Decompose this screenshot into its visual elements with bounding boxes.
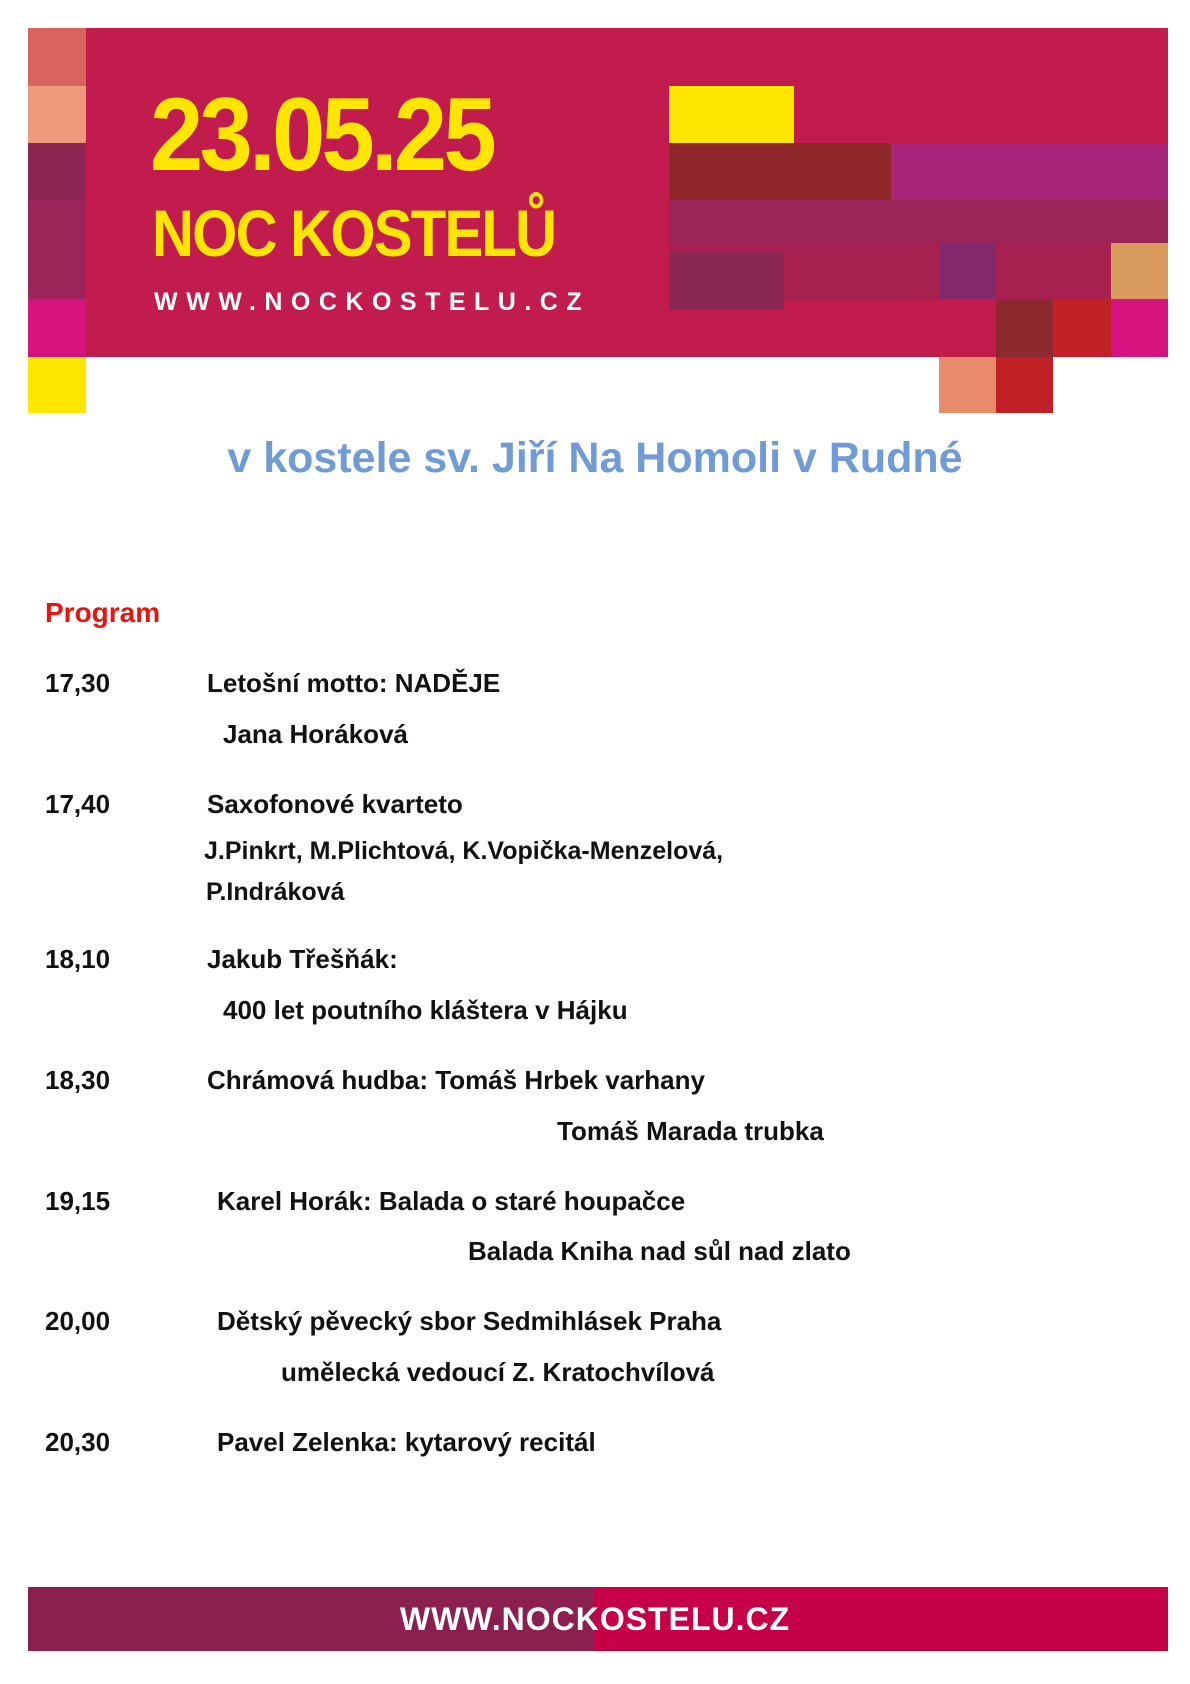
program-time: 17,40 bbox=[45, 789, 111, 819]
decor-block bbox=[669, 252, 784, 310]
decor-block bbox=[28, 28, 86, 86]
program-time: 18,30 bbox=[45, 1065, 111, 1095]
program-text: umělecká vedoucí Z. Kratochvílová bbox=[281, 1357, 715, 1387]
footer-right bbox=[594, 1587, 1168, 1651]
decor-block bbox=[669, 200, 1168, 243]
decor-block bbox=[939, 357, 996, 413]
program-text: Jana Horáková bbox=[223, 719, 408, 749]
decor-block bbox=[669, 143, 891, 200]
decor-block bbox=[891, 143, 1168, 200]
footer-left bbox=[28, 1587, 594, 1651]
program-time: 20,30 bbox=[45, 1427, 111, 1457]
decor-block bbox=[996, 299, 1053, 357]
program-text: Saxofonové kvarteto bbox=[207, 789, 463, 819]
program-time: 20,00 bbox=[45, 1306, 111, 1336]
program-text: 400 let poutního kláštera v Hájku bbox=[223, 995, 628, 1025]
program-text: Balada Kniha nad sůl nad zlato bbox=[468, 1236, 851, 1266]
program-text: Dětský pěvecký sbor Sedmihlásek Praha bbox=[217, 1306, 722, 1336]
decor-block bbox=[1111, 243, 1168, 299]
program-time: 18,10 bbox=[45, 944, 111, 974]
program-text: Jakub Třešňák: bbox=[207, 944, 398, 974]
program-heading: Program bbox=[45, 597, 161, 628]
decor-block bbox=[939, 243, 996, 299]
decor-block bbox=[996, 357, 1053, 413]
program-text: Karel Horák: Balada o staré houpačce bbox=[217, 1186, 686, 1216]
event-date: 23.05.25 bbox=[150, 77, 497, 193]
decor-block bbox=[28, 143, 86, 200]
program-text: Chrámová hudba: Tomáš Hrbek varhany bbox=[207, 1065, 705, 1095]
decor-block bbox=[28, 200, 86, 299]
decor-block bbox=[1111, 299, 1168, 357]
decor-block bbox=[28, 299, 86, 357]
program-time: 19,15 bbox=[45, 1186, 111, 1216]
event-title: NOC KOSTELŮ bbox=[152, 196, 557, 270]
program-text: Letošní motto: NADĚJE bbox=[207, 668, 501, 698]
decor-block bbox=[1053, 299, 1111, 357]
program-text: Tomáš Marada trubka bbox=[557, 1116, 824, 1146]
decor-block bbox=[28, 86, 86, 143]
venue-subtitle: v kostele sv. Jiří Na Homoli v Rudné bbox=[227, 434, 963, 482]
decor-block bbox=[28, 357, 86, 413]
decor-block bbox=[669, 86, 794, 143]
program-text: J.Pinkrt, M.Plichtová, K.Vopička-Menzelo… bbox=[204, 837, 724, 865]
program-time: 17,30 bbox=[45, 668, 111, 698]
footer-url[interactable]: WWW.NOCKOSTELU.CZ bbox=[399, 1601, 791, 1637]
banner-url[interactable]: WWW.NOCKOSTELU.CZ bbox=[154, 288, 591, 316]
program-text: Pavel Zelenka: kytarový recitál bbox=[217, 1427, 596, 1457]
program-text: P.Indráková bbox=[206, 878, 345, 906]
